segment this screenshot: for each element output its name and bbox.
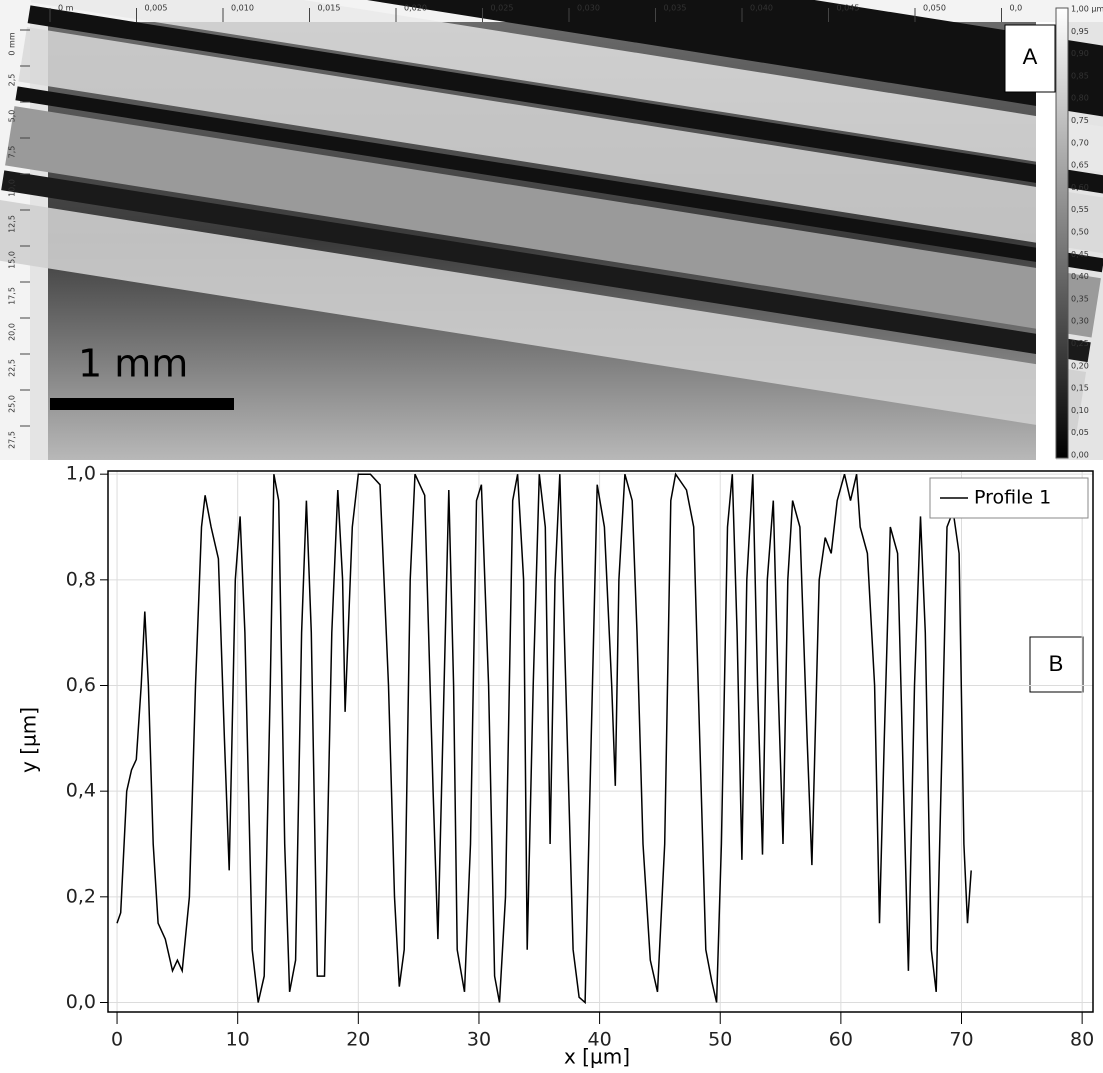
color-bar-label: 0,75 <box>1071 116 1089 125</box>
color-bar-label: 0,15 <box>1071 384 1089 393</box>
y-tick-label: 0,2 <box>66 885 96 907</box>
panel-label-box <box>1004 24 1056 93</box>
left-ruler-label: 0 mm <box>8 32 17 55</box>
color-bar-label: 0,55 <box>1071 205 1089 214</box>
x-axis-label: x [µm] <box>564 1045 630 1069</box>
color-bar-label: 0,50 <box>1071 228 1089 237</box>
x-tick-label: 50 <box>708 1029 732 1051</box>
y-axis-label: y [µm] <box>17 707 41 773</box>
color-bar-label: 0,10 <box>1071 406 1089 415</box>
color-bar-label: 0,95 <box>1071 27 1089 36</box>
top-ruler-label: 0,025 <box>491 4 514 13</box>
image-bands <box>0 0 1103 432</box>
top-ruler-label: 0,0 <box>1010 4 1023 13</box>
bright-band <box>0 199 1087 432</box>
dark-band <box>27 5 1103 196</box>
left-ruler-label: 17,5 <box>8 287 17 305</box>
dark-band <box>1 170 1091 363</box>
top-ruler-label: 0,020 <box>404 4 427 13</box>
y-tick-label: 1,0 <box>66 463 96 485</box>
top-ruler-label: 0,045 <box>837 4 860 13</box>
color-bar-label: 0,90 <box>1071 49 1089 58</box>
x-tick-label: 60 <box>829 1029 853 1051</box>
left-ruler-label: 20,0 <box>8 323 17 341</box>
x-tick-label: 10 <box>226 1029 250 1051</box>
y-tick-label: 0,0 <box>66 991 96 1013</box>
color-bar-label: 0,05 <box>1071 428 1089 437</box>
left-ruler-label: 15,0 <box>8 251 17 269</box>
x-tick-label: 80 <box>1070 1029 1094 1051</box>
plot-frame <box>107 470 1094 1013</box>
color-bar-label: 0,25 <box>1071 339 1089 348</box>
left-ruler-label: 7,5 <box>8 146 17 159</box>
top-ruler-label: 0,030 <box>577 4 600 13</box>
top-ruler-label: 0 m <box>58 4 74 13</box>
x-tick-label: 20 <box>346 1029 370 1051</box>
top-ruler-label: 0,015 <box>318 4 341 13</box>
microscope-image <box>0 0 1103 460</box>
panel-label: A <box>1023 44 1038 69</box>
left-ruler-label: 22,5 <box>8 359 17 377</box>
color-bar-label: 0,85 <box>1071 71 1089 80</box>
color-bar-label: 0,35 <box>1071 294 1089 303</box>
left-ruler-label: 25,0 <box>8 395 17 413</box>
color-bar-label: 0,70 <box>1071 138 1089 147</box>
color-bar-label: 0,20 <box>1071 361 1089 370</box>
scale-bar-label: 1 mm <box>78 342 188 386</box>
color-bar-label: 0,40 <box>1071 272 1089 281</box>
left-ruler-label: 27,5 <box>8 431 17 449</box>
color-bar-label: 0,00 <box>1071 451 1089 460</box>
dark-band <box>15 86 1103 273</box>
y-tick-label: 0,6 <box>66 674 96 696</box>
color-bar-label: 0,30 <box>1071 317 1089 326</box>
y-tick-label: 0,4 <box>66 780 96 802</box>
bright-band <box>30 0 1103 175</box>
left-ruler-label: 2,5 <box>8 74 17 87</box>
top-ruler-label: 0,050 <box>923 4 946 13</box>
color-bar-label: 1,00 µm <box>1071 5 1103 14</box>
color-bar <box>1055 7 1069 459</box>
y-tick-label: 0,8 <box>66 568 96 590</box>
scale-bar <box>50 398 234 410</box>
color-bar-label: 0,65 <box>1071 161 1089 170</box>
bright-band <box>18 27 1103 254</box>
x-tick-label: 0 <box>111 1029 123 1051</box>
top-ruler-label: 0,010 <box>231 4 254 13</box>
x-tick-label: 40 <box>588 1029 612 1051</box>
legend: Profile 1 <box>929 477 1089 519</box>
x-tick-label: 70 <box>949 1029 973 1051</box>
left-ruler-label: 5,0 <box>8 110 17 123</box>
color-bar-label: 0,60 <box>1071 183 1089 192</box>
panel-label: B <box>1049 651 1064 676</box>
color-bar-label: 0,80 <box>1071 94 1089 103</box>
x-tick-label: 30 <box>467 1029 491 1051</box>
left-ruler-label: 12,5 <box>8 215 17 233</box>
image-edge <box>1036 22 1056 460</box>
top-ruler-label: 0,005 <box>145 4 168 13</box>
dark-band <box>39 0 1103 121</box>
legend-label: Profile 1 <box>974 487 1051 509</box>
panel-label-box <box>1029 636 1084 693</box>
profile-line <box>116 472 972 1005</box>
top-ruler-label: 0,040 <box>750 4 773 13</box>
left-ruler-label: 10,0 <box>8 179 17 197</box>
mid-band <box>5 106 1101 338</box>
top-ruler-label: 0,035 <box>664 4 687 13</box>
color-bar-label: 0,45 <box>1071 250 1089 259</box>
